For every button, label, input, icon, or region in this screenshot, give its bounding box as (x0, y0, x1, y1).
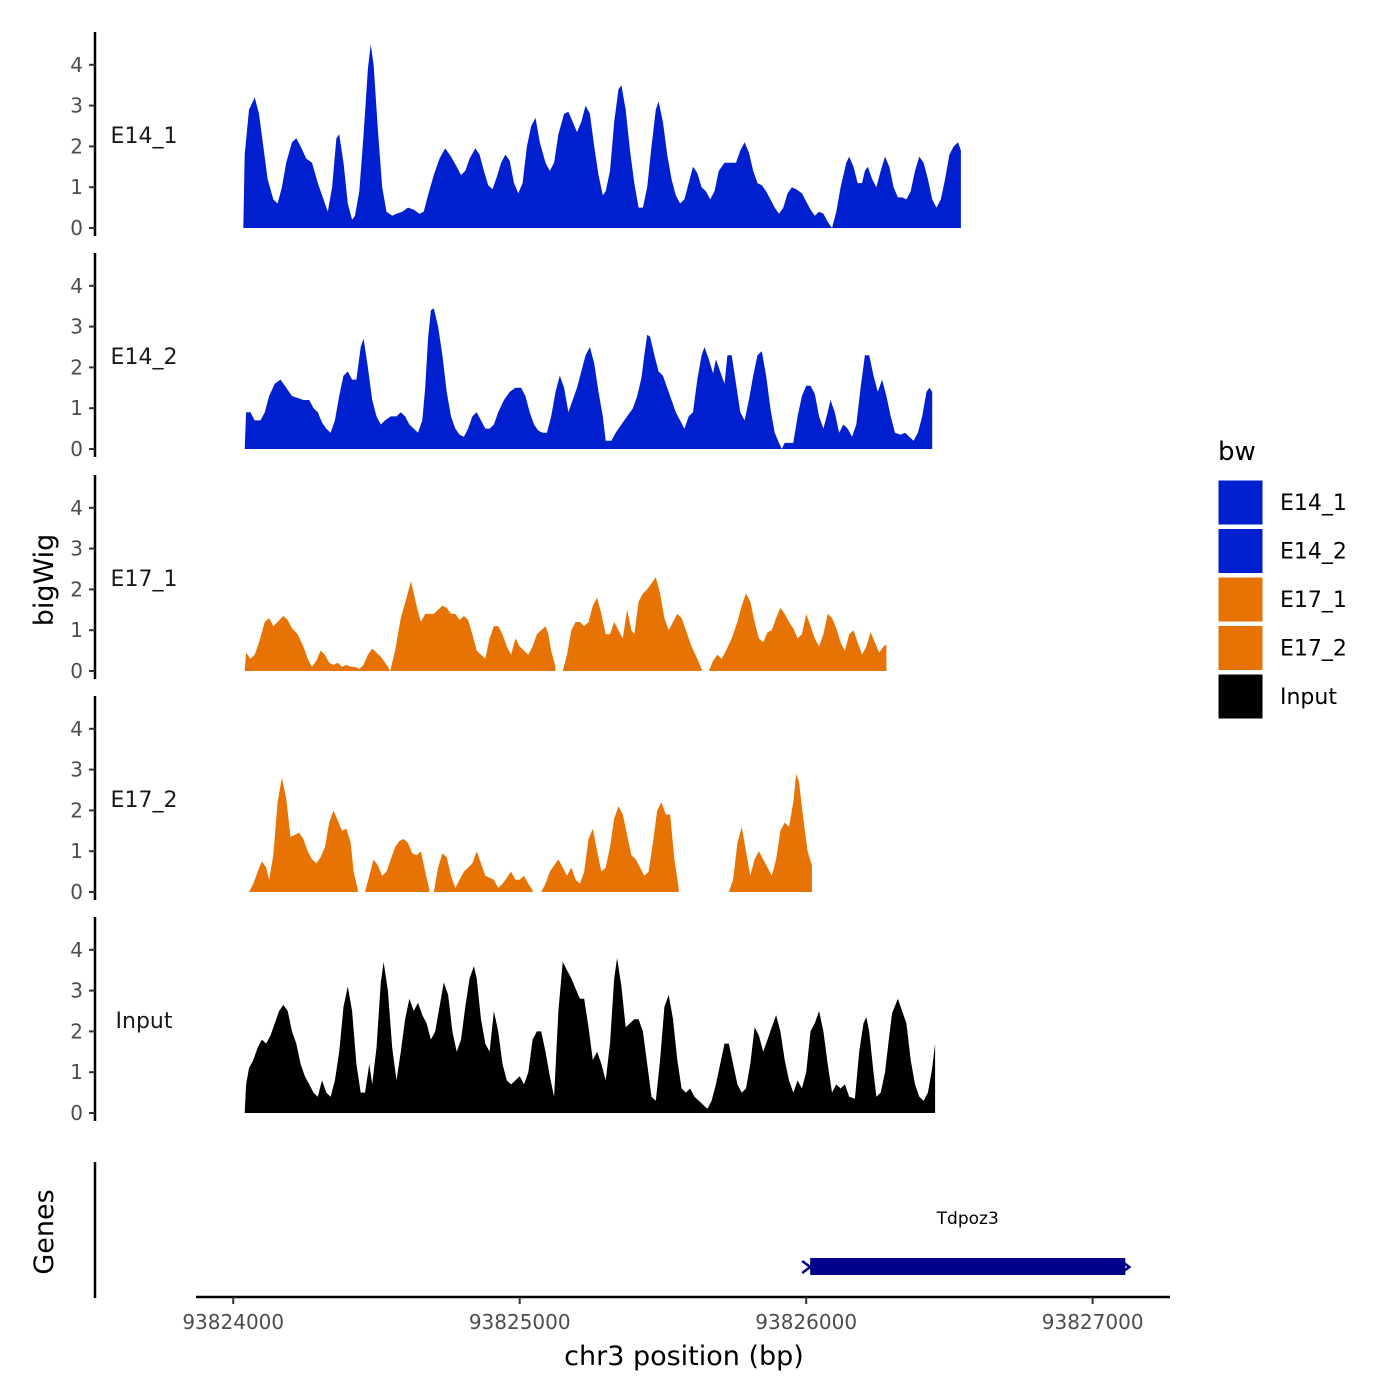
area-e17-2 (728, 773, 812, 892)
legend-label-e17-1: E17_1 (1280, 588, 1347, 613)
y-tick-label: 3 (70, 979, 83, 1003)
y-tick-label: 1 (70, 839, 83, 863)
y-tick-label: 0 (70, 1101, 83, 1125)
area-e17-2 (541, 802, 679, 892)
y-tick-label: 4 (70, 274, 83, 298)
y-tick-label: 4 (70, 53, 83, 77)
gene-label-tdpoz3: Tdpoz3 (936, 1209, 999, 1229)
area-e14-2 (244, 308, 933, 449)
track-label-input: Input (116, 1009, 173, 1034)
x-tick-label: 93826000 (755, 1310, 857, 1334)
y-tick-label: 3 (70, 94, 83, 118)
y-tick-label: 4 (70, 496, 83, 520)
y-tick-label: 3 (70, 315, 83, 339)
gene-body-tdpoz3 (810, 1258, 1126, 1275)
x-tick-label: 93827000 (1042, 1310, 1144, 1334)
x-tick-label: 93824000 (182, 1310, 284, 1334)
tracks-group: 0 1 2 3 4 E14_1 0 1 2 3 4 E14_2 0 1 2 3 4 E17_1 0 1 2 3 4 E17_2… (70, 32, 961, 1125)
track-input: 0 1 2 3 4 Input (70, 917, 936, 1125)
area-e17-2 (249, 777, 358, 892)
area-e17-1 (562, 577, 702, 671)
gene-track: Tdpoz3 (93, 1162, 1132, 1298)
track-label-e14-2: E14_2 (111, 345, 178, 370)
legend-swatch-e14-2 (1217, 528, 1264, 574)
legend-label-e17-2: E17_2 (1280, 637, 1347, 662)
track-e14-1: 0 1 2 3 4 E14_1 (70, 32, 961, 240)
track-label-e17-1: E17_1 (111, 567, 178, 592)
y-tick-label: 0 (70, 880, 83, 904)
legend-swatch-e17-2 (1217, 625, 1264, 671)
area-e14-1 (243, 44, 961, 229)
y-tick-label: 2 (70, 1019, 83, 1043)
legend-swatch-input (1217, 673, 1264, 720)
genes-axis-title: Genes (29, 1189, 60, 1274)
legend-title: bw (1218, 437, 1256, 467)
legend-label-input: Input (1280, 685, 1337, 710)
gene-strand-arrow (1120, 1260, 1132, 1274)
y-tick-label: 2 (70, 798, 83, 822)
track-e14-2: 0 1 2 3 4 E14_2 (70, 253, 933, 461)
y-tick-label: 2 (70, 355, 83, 379)
y-tick-label: 3 (70, 537, 83, 561)
area-e17-1 (390, 581, 556, 671)
track-e17-2: 0 1 2 3 4 E17_2 (70, 696, 812, 904)
area-e17-1 (708, 593, 887, 671)
track-label-e17-2: E17_2 (111, 788, 178, 813)
y-axis-title: bigWig (29, 534, 60, 627)
gene-strand-arrow (801, 1260, 813, 1274)
y-tick-label: 0 (70, 437, 83, 461)
x-axis-title: chr3 position (bp) (564, 1341, 804, 1372)
y-tick-label: 4 (70, 938, 83, 962)
y-tick-label: 2 (70, 134, 83, 158)
y-tick-label: 1 (70, 175, 83, 199)
track-label-e14-1: E14_1 (111, 124, 178, 149)
area-e17-2 (365, 839, 430, 892)
legend: bw E14_1 E14_2 E17_1 E17_2 Input (1217, 437, 1347, 720)
x-axis: 93824000 93825000 93826000 93827000 (182, 1295, 1170, 1334)
y-tick-label: 0 (70, 216, 83, 240)
y-tick-label: 0 (70, 659, 83, 683)
y-tick-label: 3 (70, 758, 83, 782)
y-tick-label: 1 (70, 618, 83, 642)
legend-swatch-e14-1 (1217, 479, 1264, 526)
y-tick-label: 1 (70, 1060, 83, 1084)
y-tick-label: 1 (70, 396, 83, 420)
y-tick-label: 2 (70, 577, 83, 601)
area-input (244, 958, 936, 1113)
area-e17-1 (244, 615, 390, 671)
legend-label-e14-2: E14_2 (1280, 540, 1347, 565)
area-e17-2 (433, 851, 533, 892)
track-e17-1: 0 1 2 3 4 E17_1 (70, 475, 887, 683)
x-tick-label: 93825000 (469, 1310, 571, 1334)
y-tick-label: 4 (70, 717, 83, 741)
legend-label-e14-1: E14_1 (1280, 491, 1347, 516)
legend-swatch-e17-1 (1217, 576, 1264, 623)
